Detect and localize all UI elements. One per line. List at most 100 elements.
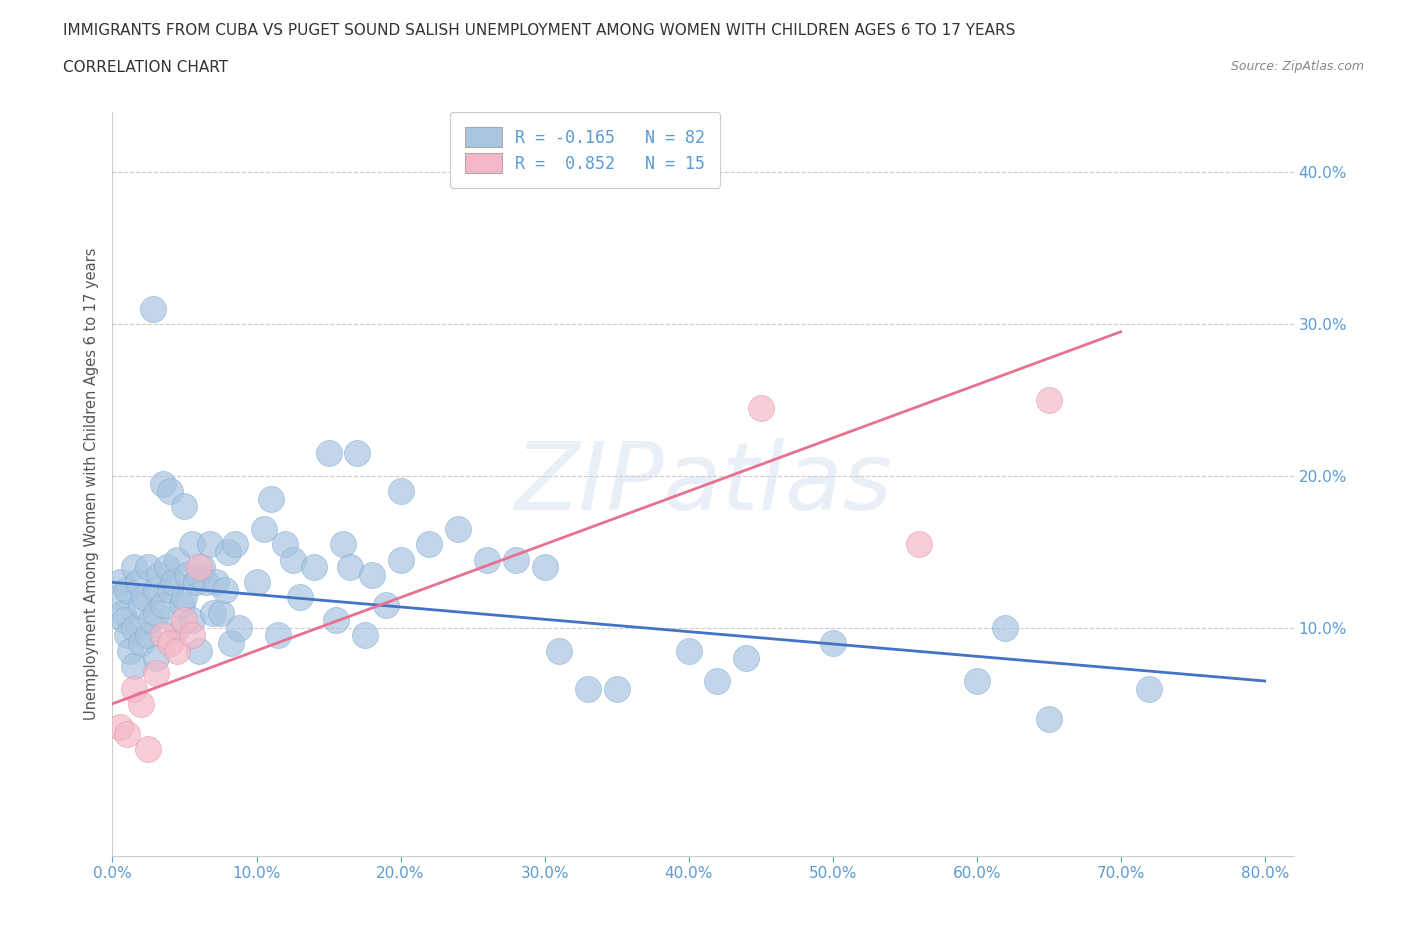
Point — [475, 552, 498, 567]
Point — [821, 635, 844, 650]
Point — [219, 635, 242, 650]
Point — [533, 560, 555, 575]
Point — [260, 491, 283, 506]
Point — [180, 613, 202, 628]
Point — [606, 681, 628, 696]
Point — [548, 644, 571, 658]
Point — [749, 400, 772, 415]
Point — [339, 560, 361, 575]
Point — [145, 605, 167, 620]
Point — [200, 537, 222, 551]
Point — [159, 582, 181, 597]
Point — [173, 613, 195, 628]
Point — [389, 552, 412, 567]
Point — [118, 644, 141, 658]
Point — [214, 582, 236, 597]
Point — [176, 567, 198, 582]
Text: Source: ZipAtlas.com: Source: ZipAtlas.com — [1230, 60, 1364, 73]
Point — [224, 537, 246, 551]
Point — [145, 651, 167, 666]
Point — [302, 560, 325, 575]
Point — [202, 605, 225, 620]
Point — [166, 620, 188, 635]
Point — [170, 598, 193, 613]
Point — [122, 658, 145, 673]
Y-axis label: Unemployment Among Women with Children Ages 6 to 17 years: Unemployment Among Women with Children A… — [83, 247, 98, 720]
Point — [908, 537, 931, 551]
Point — [108, 590, 131, 604]
Point — [318, 445, 340, 460]
Point — [217, 544, 239, 559]
Point — [122, 681, 145, 696]
Text: IMMIGRANTS FROM CUBA VS PUGET SOUND SALISH UNEMPLOYMENT AMONG WOMEN WITH CHILDRE: IMMIGRANTS FROM CUBA VS PUGET SOUND SALI… — [63, 23, 1015, 38]
Point — [152, 628, 174, 643]
Point — [156, 560, 179, 575]
Point — [353, 628, 375, 643]
Point — [205, 575, 228, 590]
Point — [389, 484, 412, 498]
Point — [1038, 711, 1060, 726]
Point — [274, 537, 297, 551]
Point — [187, 644, 209, 658]
Point — [209, 605, 232, 620]
Point — [152, 598, 174, 613]
Point — [115, 628, 138, 643]
Point — [281, 552, 304, 567]
Point — [138, 742, 160, 757]
Point — [418, 537, 440, 551]
Point — [180, 628, 202, 643]
Point — [360, 567, 382, 582]
Point — [122, 560, 145, 575]
Point — [735, 651, 758, 666]
Point — [166, 552, 188, 567]
Point — [184, 575, 207, 590]
Point — [122, 620, 145, 635]
Point — [138, 560, 160, 575]
Point — [253, 522, 276, 537]
Point — [108, 719, 131, 734]
Text: CORRELATION CHART: CORRELATION CHART — [63, 60, 228, 75]
Point — [173, 498, 195, 513]
Point — [191, 560, 214, 575]
Point — [138, 628, 160, 643]
Point — [141, 613, 163, 628]
Point — [162, 575, 184, 590]
Point — [152, 476, 174, 491]
Point — [112, 613, 135, 628]
Point — [325, 613, 347, 628]
Point — [127, 575, 149, 590]
Point — [148, 567, 170, 582]
Point — [111, 605, 134, 620]
Point — [678, 644, 700, 658]
Point — [966, 673, 988, 688]
Point — [166, 644, 188, 658]
Point — [447, 522, 470, 537]
Point — [994, 620, 1017, 635]
Point — [245, 575, 267, 590]
Legend: R = -0.165   N = 82, R =  0.852   N = 15: R = -0.165 N = 82, R = 0.852 N = 15 — [450, 113, 720, 188]
Point — [108, 575, 131, 590]
Point — [129, 598, 152, 613]
Point — [115, 582, 138, 597]
Point — [288, 590, 311, 604]
Point — [129, 697, 152, 711]
Text: ZIPatlas: ZIPatlas — [515, 438, 891, 529]
Point — [706, 673, 728, 688]
Point — [145, 666, 167, 681]
Point — [332, 537, 354, 551]
Point — [228, 620, 250, 635]
Point — [267, 628, 290, 643]
Point — [142, 301, 165, 316]
Point — [115, 726, 138, 741]
Point — [1139, 681, 1161, 696]
Point — [159, 484, 181, 498]
Point — [346, 445, 368, 460]
Point — [129, 635, 152, 650]
Point — [187, 560, 209, 575]
Point — [1038, 392, 1060, 407]
Point — [173, 590, 195, 604]
Point — [505, 552, 527, 567]
Point — [134, 590, 156, 604]
Point — [180, 537, 202, 551]
Point — [187, 567, 209, 582]
